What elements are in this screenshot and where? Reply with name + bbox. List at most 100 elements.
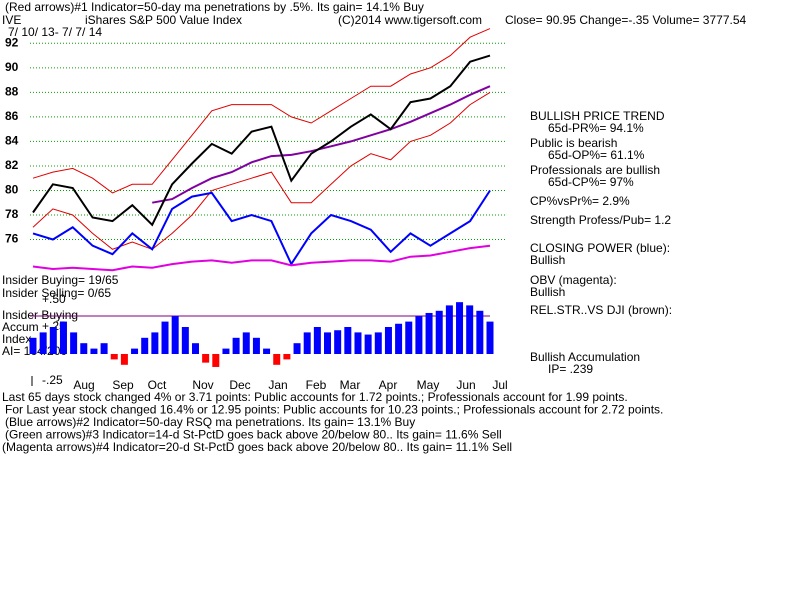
- accumulation-bar: [29, 337, 37, 354]
- accumulation-bar: [161, 321, 169, 354]
- accumulation-bar: [364, 334, 372, 354]
- accumulation-bar: [263, 348, 271, 354]
- accumulation-bar: [384, 327, 392, 354]
- insider-note: Insider Buying= 19/65: [2, 273, 119, 287]
- accumulation-bar: [120, 354, 128, 365]
- side-note: Public is bearish: [530, 136, 617, 150]
- copyright: (C)2014 www.tigersoft.com: [338, 13, 482, 27]
- insider-note: Index: [2, 332, 31, 346]
- y-tick-label: 78: [5, 207, 19, 221]
- side-note: BULLISH PRICE TREND: [530, 109, 665, 123]
- series-line: [32, 54, 491, 227]
- accumulation-bar: [456, 302, 464, 354]
- footer-note: (Green arrows)#3 Indicator=14-d St-PctD …: [5, 428, 502, 442]
- accumulation-bar: [100, 343, 108, 354]
- accumulation-bar: [415, 316, 423, 354]
- footer-note: (Blue arrows)#2 Indicator=50-day RSQ ma …: [5, 415, 415, 429]
- footer-note: For Last year stock changed 16.4% or 12.…: [5, 403, 663, 417]
- accumulation-bar: [212, 354, 220, 367]
- accumulation-bar: [242, 332, 250, 354]
- accumulation-bar: [476, 310, 484, 354]
- x-tick-label: Nov: [192, 378, 213, 392]
- x-tick-label: Jul: [492, 378, 507, 392]
- x-tick-label: Dec: [229, 378, 250, 392]
- series-line: [32, 91, 491, 250]
- series-line: [152, 85, 491, 204]
- accumulation-bar: [313, 327, 321, 354]
- accumulation-bar: [252, 337, 260, 354]
- side-note: Strength Profess/Pub= 1.2: [530, 213, 671, 227]
- accumulation-bar: [131, 348, 139, 354]
- y-tick-label: 88: [5, 85, 19, 99]
- accumulation-bar: [181, 327, 189, 354]
- x-tick-label: Mar: [340, 378, 361, 392]
- series-line: [32, 189, 491, 267]
- accumulation-bar: [232, 337, 240, 354]
- side-note: Professionals are bullish: [530, 163, 660, 177]
- side-note: 65d-PR%= 94.1%: [548, 121, 644, 135]
- accumulation-bar: [334, 330, 342, 354]
- side-note: 65d-OP%= 61.1%: [548, 148, 645, 162]
- accumulation-bar: [445, 305, 453, 354]
- accumulation-bar: [70, 332, 78, 354]
- accumulation-bar: [435, 310, 443, 354]
- y-tick-label: 90: [5, 60, 19, 74]
- quote: Close= 90.95 Change=-.35 Volume= 3777.54: [505, 13, 747, 27]
- accumulation-bar: [303, 332, 311, 354]
- accumulation-bar: [374, 332, 382, 354]
- symbol: IVE: [2, 13, 21, 27]
- series-line: [32, 28, 491, 194]
- y-tick-label: 84: [5, 134, 19, 148]
- y-tick-label: +.50: [42, 292, 66, 306]
- y-tick-label: 86: [5, 109, 19, 123]
- side-note: CP%vsPr%= 2.9%: [530, 194, 630, 208]
- side-note: Bullish: [530, 285, 565, 299]
- accumulation-bar: [222, 348, 230, 354]
- x-tick-label: Apr: [379, 378, 398, 392]
- accumulation-bar: [425, 312, 433, 354]
- x-tick-label: Aug: [73, 378, 94, 392]
- footer-note: Last 65 days stock changed 4% or 3.71 po…: [2, 390, 628, 404]
- accumulation-bar: [405, 321, 413, 354]
- insider-note: Accum: [2, 320, 39, 334]
- x-tick-label: Jun: [456, 378, 475, 392]
- insider-note: Insider Selling= 0/65: [2, 286, 111, 300]
- header-line: (Red arrows)#1 Indicator=50-day ma penet…: [5, 0, 424, 14]
- footer-note: (Magenta arrows)#4 Indicator=20-d St-Pct…: [2, 440, 512, 454]
- x-tick-label: May: [417, 378, 440, 392]
- accumulation-bar: [191, 343, 199, 354]
- accumulation-bar: [49, 327, 57, 354]
- accumulation-bar: [354, 332, 362, 354]
- y-tick-label: 76: [5, 232, 19, 246]
- accumulation-bar: [486, 321, 494, 354]
- y-tick-label: 80: [5, 183, 19, 197]
- side-note: REL.STR..VS DJI (brown):: [530, 303, 672, 317]
- accumulation-bar: [59, 321, 67, 354]
- accumulation-bar: [344, 327, 352, 354]
- accumulation-bar: [171, 316, 179, 354]
- accumulation-bar: [273, 354, 281, 365]
- accumulation-bar: [466, 305, 474, 354]
- date-range: 7/ 10/ 13- 7/ 7/ 14: [8, 25, 102, 39]
- x-tick-label: Oct: [148, 378, 167, 392]
- x-tick-label: Feb: [306, 378, 327, 392]
- accumulation-bar: [110, 354, 118, 360]
- y-tick-label: 92: [5, 35, 19, 49]
- series-line: [32, 244, 491, 272]
- accumulation-bar: [283, 354, 291, 360]
- accumulation-bar: [39, 332, 47, 354]
- side-note: Bullish Accumulation: [530, 350, 640, 364]
- fund-name: iShares S&P 500 Value Index: [85, 13, 242, 27]
- accumulation-bar: [151, 332, 159, 354]
- side-note: 65d-CP%= 97%: [548, 175, 634, 189]
- y-tick-label: -.25: [42, 373, 63, 387]
- accumulation-bar: [293, 343, 301, 354]
- insider-note: Insider Buying: [2, 308, 78, 322]
- x-tick-label: Jan: [268, 378, 287, 392]
- y-tick-label: 82: [5, 158, 19, 172]
- accumulation-bar: [90, 348, 98, 354]
- accumulation-bar: [202, 354, 210, 363]
- side-note: IP= .239: [548, 362, 593, 376]
